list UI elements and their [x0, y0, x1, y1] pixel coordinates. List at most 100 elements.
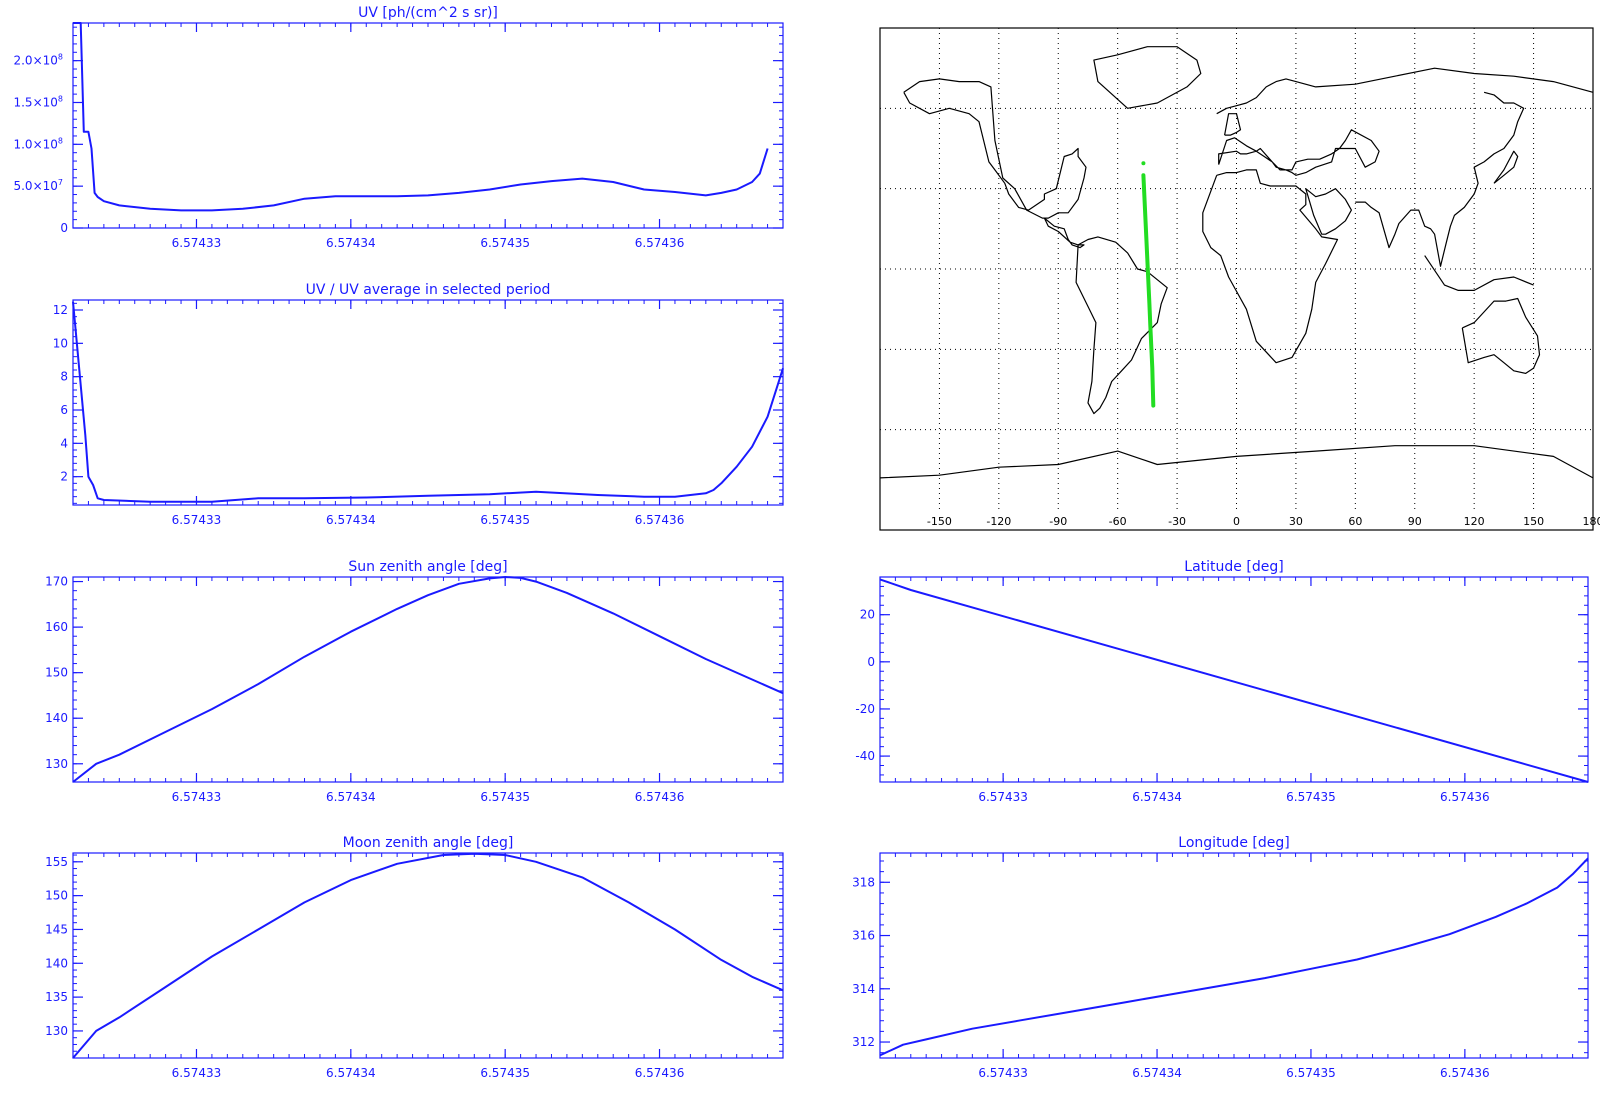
map-lon-label: 180: [1583, 515, 1600, 528]
map-lon-label: 60: [1348, 515, 1362, 528]
map-lon-label: -120: [986, 515, 1011, 528]
series-line-uv-ratio: [72, 301, 784, 503]
chart-title: Moon zenith angle [deg]: [343, 835, 514, 851]
x-tick-label: 6.57435: [1286, 790, 1336, 804]
map-lon-label: -90: [1049, 515, 1067, 528]
series-line-longitude: [879, 857, 1589, 1057]
map-lon-label: -150: [927, 515, 952, 528]
y-tick-label: 160: [45, 620, 68, 634]
y-tick-label: 140: [45, 956, 68, 970]
y-tick-label: 2.0×108: [13, 53, 63, 68]
y-tick-label: 0: [867, 655, 875, 669]
x-tick-label: 6.57433: [172, 1066, 222, 1080]
y-tick-label: 12: [53, 303, 68, 317]
coastline: [1043, 217, 1085, 249]
map-lon-label: 90: [1408, 515, 1422, 528]
ground-track: [1141, 173, 1156, 408]
coastline: [1202, 169, 1339, 364]
coastline: [1224, 113, 1242, 136]
coastline: [879, 445, 1594, 479]
x-tick-label: 6.57434: [326, 1066, 376, 1080]
y-tick-label: 130: [45, 757, 68, 771]
x-tick-label: 6.57433: [978, 790, 1028, 804]
y-tick-label: -20: [855, 702, 875, 716]
series-line-sun-zenith: [72, 576, 784, 783]
coastline: [1093, 46, 1202, 109]
chart-title: Longitude [deg]: [1178, 835, 1289, 851]
x-tick-label: 6.57433: [172, 790, 222, 804]
x-tick-label: 6.57435: [480, 236, 530, 250]
x-tick-label: 6.57434: [1132, 1066, 1182, 1080]
x-tick-label: 6.57434: [326, 236, 376, 250]
chart-panel-uv-ratio: UV / UV average in selected period 6.5743…: [53, 282, 784, 527]
coastline: [1305, 188, 1353, 235]
y-tick-label: 145: [45, 922, 68, 936]
y-tick-label: 2: [60, 470, 68, 484]
map-lon-label: 150: [1523, 515, 1544, 528]
map-lon-label: 120: [1464, 515, 1485, 528]
map-lon-label: -30: [1168, 515, 1186, 528]
chart-panel-ground-track-map: -150 -120 -90 -60 -30 0 30 60 90 120 150 180: [879, 27, 1600, 531]
series-line-uv: [73, 22, 769, 212]
y-tick-label: 135: [45, 990, 68, 1004]
x-tick-label: 6.57436: [1440, 790, 1490, 804]
y-tick-label: 155: [45, 855, 68, 869]
x-tick-label: 6.57434: [326, 513, 376, 527]
y-tick-label: 6: [60, 403, 68, 417]
series-line-latitude: [879, 578, 1589, 783]
y-tick-label: 1.5×108: [13, 94, 63, 109]
y-tick-label: 150: [45, 666, 68, 680]
y-tick-label: 140: [45, 711, 68, 725]
coastline: [1461, 297, 1541, 374]
chart-panel-sun-zenith: Sun zenith angle [deg] 6.57433 6.57434 6.57…: [45, 559, 784, 804]
map-lon-label: 0: [1233, 515, 1240, 528]
x-tick-label: 6.57433: [172, 513, 222, 527]
x-tick-label: 6.57435: [1286, 1066, 1336, 1080]
x-tick-label: 6.57435: [480, 790, 530, 804]
y-tick-label: 312: [852, 1035, 875, 1049]
x-tick-label: 6.57434: [1132, 790, 1182, 804]
chart-panel-moon-zenith: Moon zenith angle [deg] 6.57433 6.57434 6.5…: [45, 835, 784, 1080]
chart-title: UV [ph/(cm^2 s sr)]: [358, 5, 498, 21]
y-tick-label: 316: [852, 929, 875, 943]
coastline: [1424, 255, 1534, 291]
coastline: [1075, 236, 1168, 415]
x-tick-label: 6.57433: [978, 1066, 1028, 1080]
track-start-marker: [1141, 161, 1146, 166]
y-tick-label: 0: [60, 221, 68, 235]
x-tick-label: 6.57436: [635, 790, 685, 804]
x-tick-label: 6.57436: [635, 513, 685, 527]
coastline: [1493, 150, 1519, 184]
chart-panel-latitude: Latitude [deg] 6.57433 6.57434 6.57435 6.574…: [855, 559, 1589, 804]
y-tick-label: 10: [53, 336, 68, 350]
y-tick-label: 314: [852, 982, 875, 996]
y-tick-label: 170: [45, 575, 68, 589]
y-tick-label: 150: [45, 889, 68, 903]
x-tick-label: 6.57433: [172, 236, 222, 250]
y-tick-label: 1.0×108: [13, 136, 63, 151]
x-tick-label: 6.57435: [480, 1066, 530, 1080]
chart-title: Sun zenith angle [deg]: [348, 559, 507, 575]
map-lon-label: -60: [1109, 515, 1127, 528]
map-lon-label: 30: [1289, 515, 1303, 528]
y-tick-label: 5.0×107: [13, 178, 63, 193]
coastline: [903, 78, 1087, 219]
y-tick-label: 8: [60, 370, 68, 384]
y-tick-label: 20: [860, 608, 875, 622]
y-tick-label: 130: [45, 1024, 68, 1038]
chart-panel-uv: UV [ph/(cm^2 s sr)] 6.57433 6.57434 6.57435…: [13, 5, 784, 250]
series-line-moon-zenith: [72, 852, 784, 1059]
y-tick-label: 318: [852, 875, 875, 889]
chart-title: UV / UV average in selected period: [306, 282, 551, 298]
x-tick-label: 6.57436: [635, 236, 685, 250]
x-tick-label: 6.57434: [326, 790, 376, 804]
coastline: [1216, 67, 1594, 115]
chart-title: Latitude [deg]: [1184, 559, 1283, 575]
y-tick-label: -40: [855, 749, 875, 763]
chart-panel-longitude: Longitude [deg] 6.57433 6.57434 6.57435 6.57…: [852, 835, 1589, 1080]
coastline: [1355, 91, 1525, 267]
y-tick-label: 4: [60, 436, 68, 450]
x-tick-label: 6.57436: [635, 1066, 685, 1080]
x-tick-label: 6.57435: [480, 513, 530, 527]
